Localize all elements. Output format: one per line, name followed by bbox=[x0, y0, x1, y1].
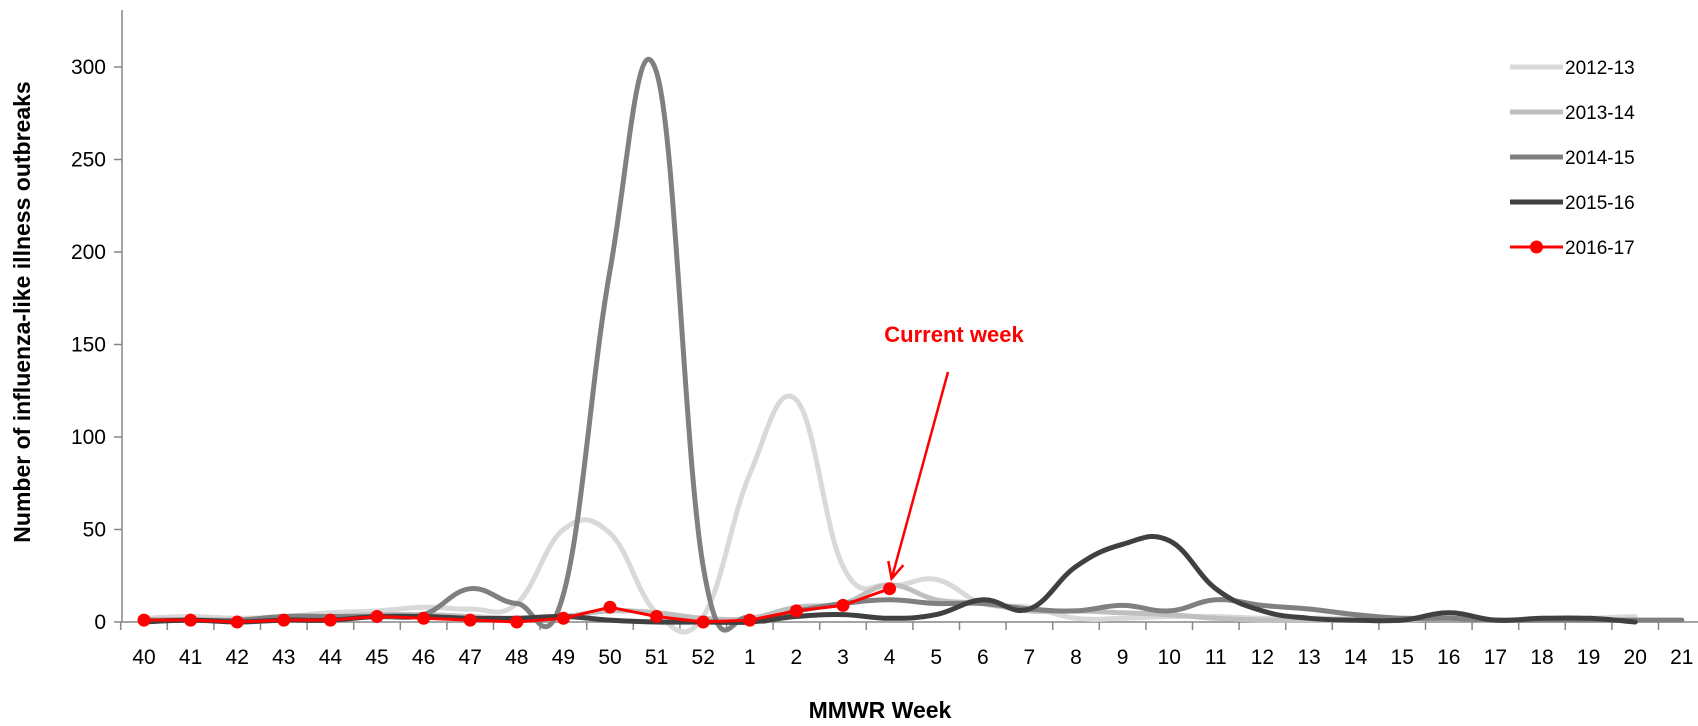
series-lines bbox=[137, 56, 1685, 635]
data-point-2016-17-week-50 bbox=[603, 600, 617, 614]
x-tick-label: 40 bbox=[132, 646, 155, 669]
current-week-arrowhead bbox=[887, 560, 905, 582]
legend-label: 2014-15 bbox=[1565, 148, 1635, 169]
x-tick-label: 1 bbox=[744, 646, 756, 669]
x-tick-label: 15 bbox=[1391, 646, 1414, 669]
legend-item-2015-16: 2015-16 bbox=[1510, 193, 1635, 214]
x-tick-label: 18 bbox=[1530, 646, 1553, 669]
data-point-2016-17-week-48 bbox=[510, 615, 524, 629]
series-2016-17 bbox=[137, 582, 897, 629]
x-tick-label: 8 bbox=[1070, 646, 1082, 669]
y-axis-title: Number of influenza-like illness outbrea… bbox=[9, 81, 35, 542]
data-point-2016-17-week-2 bbox=[789, 604, 803, 618]
legend-item-2012-13: 2012-13 bbox=[1510, 58, 1635, 79]
x-tick-label: 14 bbox=[1344, 646, 1368, 669]
x-tick-label: 12 bbox=[1251, 646, 1274, 669]
data-point-2016-17-week-46 bbox=[417, 611, 431, 625]
data-point-2016-17-week-49 bbox=[556, 611, 570, 625]
current-week-annotation: Current week bbox=[884, 322, 1024, 582]
x-axis: 40 41 42 43 44 45 46 47 48 49 50 51 52 1 2 3 4 5 6 7 8 9 10 11 1… bbox=[119, 621, 1698, 669]
x-tick-label: 44 bbox=[319, 646, 343, 669]
x-tick-label: 3 bbox=[837, 646, 849, 669]
x-tick-label: 19 bbox=[1577, 646, 1600, 669]
y-tick-label: 50 bbox=[83, 519, 106, 542]
data-point-2016-17-week-4 bbox=[883, 582, 897, 596]
x-tick-label: 13 bbox=[1297, 646, 1320, 669]
x-tick-label: 10 bbox=[1158, 646, 1181, 669]
x-tick-label: 47 bbox=[459, 646, 482, 669]
x-tick-label: 5 bbox=[930, 646, 942, 669]
x-tick-label: 17 bbox=[1484, 646, 1507, 669]
current-week-label: Current week bbox=[884, 322, 1024, 347]
legend-marker bbox=[1530, 240, 1543, 254]
data-point-2016-17-week-45 bbox=[370, 609, 384, 623]
legend-item-2013-14: 2013-14 bbox=[1510, 103, 1635, 124]
current-week-arrow bbox=[890, 371, 950, 580]
x-tick-label: 52 bbox=[692, 646, 715, 669]
legend-label: 2012-13 bbox=[1565, 58, 1635, 79]
x-tick-label: 11 bbox=[1205, 646, 1227, 669]
data-point-2016-17-week-41 bbox=[184, 613, 198, 627]
data-point-2016-17-week-40 bbox=[137, 613, 151, 627]
legend-item-2014-15: 2014-15 bbox=[1510, 148, 1635, 169]
legend-label: 2015-16 bbox=[1565, 193, 1635, 214]
x-tick-label: 45 bbox=[365, 646, 388, 669]
data-point-2016-17-week-3 bbox=[836, 598, 850, 612]
x-tick-label: 4 bbox=[884, 646, 896, 669]
y-axis: 0 50 100 150 200 250 300 bbox=[71, 10, 123, 634]
x-tick-label: 49 bbox=[552, 646, 575, 669]
x-tick-label: 43 bbox=[272, 646, 295, 669]
x-tick-label: 2 bbox=[791, 646, 803, 669]
data-point-2016-17-week-51 bbox=[650, 609, 664, 623]
y-tick-label: 300 bbox=[71, 56, 106, 79]
x-axis-title: MMWR Week bbox=[809, 697, 952, 723]
data-point-2016-17-week-1 bbox=[743, 613, 757, 627]
x-tick-label: 50 bbox=[598, 646, 621, 669]
x-tick-label: 7 bbox=[1024, 646, 1036, 669]
x-tick-label: 41 bbox=[179, 646, 202, 669]
y-tick-label: 100 bbox=[71, 426, 106, 449]
legend-label: 2016-17 bbox=[1565, 238, 1635, 259]
y-tick-label: 200 bbox=[71, 241, 106, 264]
x-tick-label: 6 bbox=[977, 646, 989, 669]
series-line-2012-13 bbox=[141, 393, 1638, 635]
x-tick-label: 9 bbox=[1117, 646, 1129, 669]
x-tick-label: 20 bbox=[1624, 646, 1647, 669]
x-tick-label: 51 bbox=[645, 646, 668, 669]
legend-label: 2013-14 bbox=[1565, 103, 1635, 124]
legend-item-2016-17: 2016-17 bbox=[1510, 238, 1635, 259]
data-point-2016-17-week-47 bbox=[463, 613, 477, 627]
legend: 2012-13 2013-14 2014-15 2015-16 2016-17 bbox=[1510, 58, 1635, 259]
data-point-2016-17-week-44 bbox=[323, 613, 337, 627]
x-tick-label: 21 bbox=[1670, 646, 1693, 669]
y-tick-label: 0 bbox=[94, 611, 106, 634]
data-point-2016-17-week-52 bbox=[696, 615, 710, 629]
x-tick-label: 48 bbox=[505, 646, 528, 669]
series-2012-13 bbox=[141, 393, 1638, 635]
x-tick-label: 42 bbox=[226, 646, 249, 669]
y-tick-label: 250 bbox=[71, 149, 106, 172]
data-point-2016-17-week-43 bbox=[277, 613, 291, 627]
y-tick-label: 150 bbox=[71, 334, 106, 357]
x-tick-label: 46 bbox=[412, 646, 435, 669]
x-tick-label: 16 bbox=[1437, 646, 1460, 669]
data-point-2016-17-week-42 bbox=[230, 615, 244, 629]
